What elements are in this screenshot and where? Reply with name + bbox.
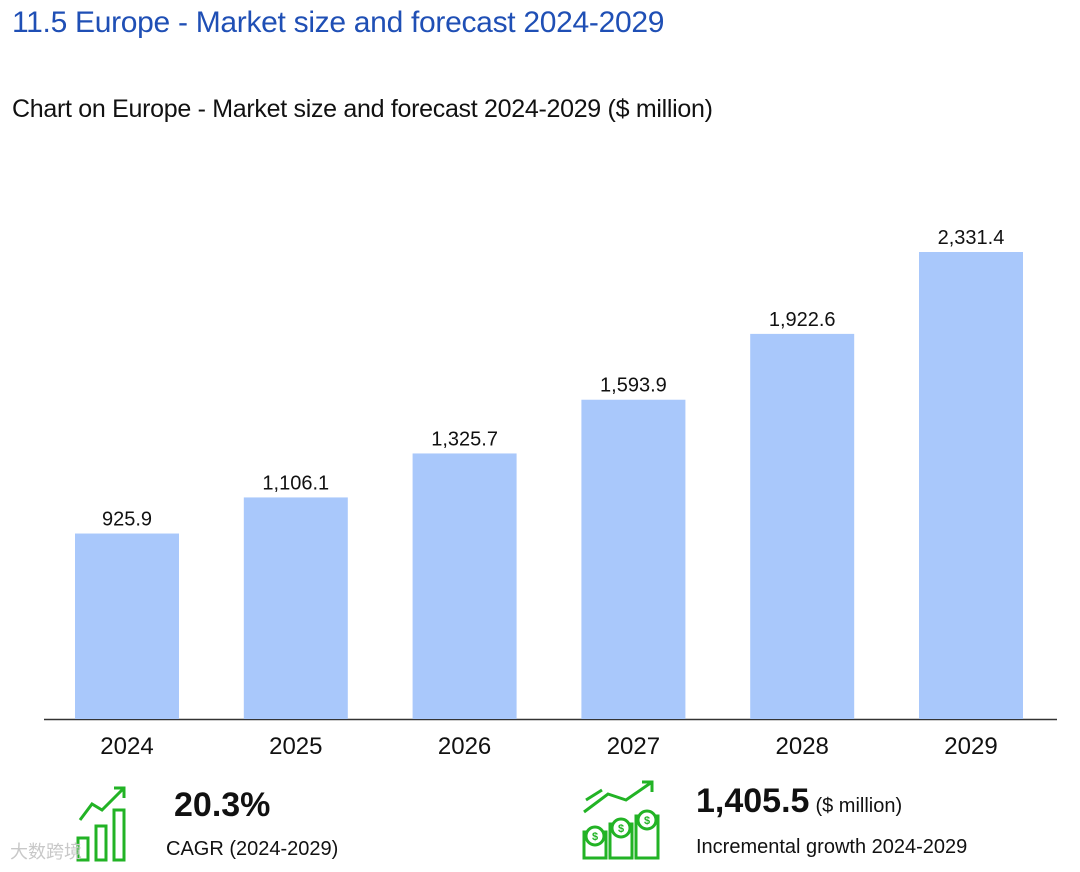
watermark: 大数跨境 — [10, 842, 82, 862]
svg-text:$: $ — [644, 815, 650, 827]
coins-growth-icon: $ $ $ — [582, 780, 660, 860]
bar-2026 — [412, 453, 517, 719]
svg-text:$: $ — [592, 831, 598, 843]
data-label-2027: 1,593.9 — [600, 375, 667, 397]
x-tick-label-2028: 2028 — [776, 733, 829, 760]
incremental-number: 1,405.5 — [696, 782, 810, 820]
data-label-2024: 925.9 — [102, 509, 152, 531]
section-title: 11.5 Europe - Market size and forecast 2… — [12, 6, 665, 39]
chart-title: Chart on Europe - Market size and foreca… — [12, 95, 713, 123]
data-label-2028: 1,922.6 — [769, 309, 836, 331]
cagr-value: 20.3% — [174, 786, 271, 824]
x-tick-label-2025: 2025 — [269, 733, 322, 760]
incremental-unit: ($ million) — [815, 795, 903, 817]
data-label-2025: 1,106.1 — [262, 472, 329, 494]
incremental-value: 1,405.5 ($ million) — [696, 782, 902, 821]
x-tick-label-2027: 2027 — [607, 733, 660, 760]
bar-2025 — [243, 497, 348, 719]
bar-2029 — [919, 252, 1023, 719]
bar-2024 — [75, 533, 179, 719]
x-tick-label-2026: 2026 — [438, 733, 491, 760]
x-tick-label-2024: 2024 — [100, 733, 153, 760]
bar-2028 — [750, 333, 855, 719]
incremental-label: Incremental growth 2024-2029 — [696, 836, 968, 858]
bar-2027 — [581, 399, 686, 719]
cagr-label: CAGR (2024-2029) — [166, 838, 339, 860]
x-tick-label-2029: 2029 — [944, 733, 997, 760]
svg-text:$: $ — [618, 823, 624, 835]
data-label-2026: 1,325.7 — [431, 428, 498, 450]
data-label-2029: 2,331.4 — [938, 227, 1005, 249]
growth-chart-icon — [76, 786, 126, 862]
